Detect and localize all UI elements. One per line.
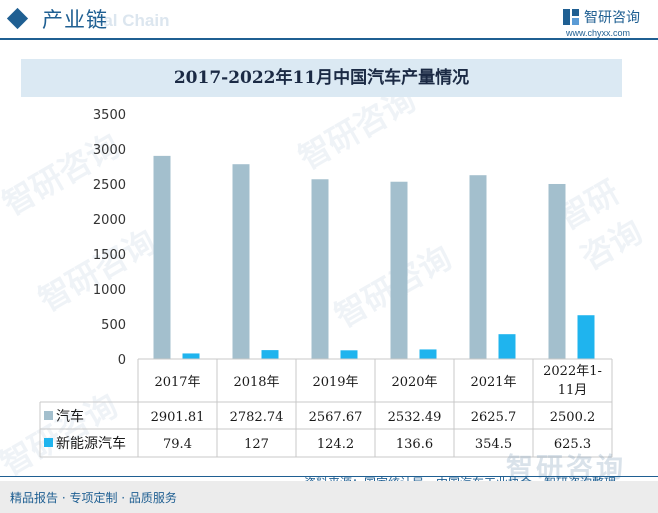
bar-car [390,181,408,359]
y-tick-label: 0 [118,353,126,368]
chart-title: 2017-2022年11月中国汽车产量情况 [173,68,470,88]
data-label: 354.5 [475,437,512,452]
data-label: 2567.67 [309,410,363,425]
brand-logo-icon [563,9,579,25]
x-category-label: 2017年 [154,375,200,390]
bar-series [153,155,595,359]
x-category-label: 2019年 [312,375,358,390]
data-label: 2901.81 [151,410,205,425]
data-label: 127 [244,437,269,452]
chart-title-band: 2017-2022年11月中国汽车产量情况 [21,59,622,97]
watermark-bottom: 智研咨询 [506,453,626,484]
legend-label: 新能源汽车 [56,435,126,452]
x-category-label: 2021年 [470,375,516,390]
data-label: 79.4 [163,437,192,452]
data-label: 2532.49 [388,410,442,425]
top-header: rial Chain 产业链 智研咨询 www.chyxx.com [0,0,658,46]
footer-tagline: 精品报告 · 专项定制 · 品质服务 [10,491,177,505]
bar-nev [419,349,437,359]
brand-url[interactable]: www.chyxx.com [566,28,631,38]
bar-car [232,164,250,359]
data-label: 2625.7 [471,410,517,425]
y-tick-label: 500 [101,318,126,333]
y-tick-label: 1500 [93,248,126,263]
legend-swatch-car [44,411,53,420]
bar-car [548,183,566,359]
y-tick-label: 2000 [93,213,126,228]
legend-swatch-nev [44,438,53,447]
header-title: 产业链 [42,8,108,32]
header-watermark: rial Chain [92,11,170,30]
brand-name: 智研咨询 [584,10,640,26]
bar-nev [340,350,358,359]
bar-nev [261,350,279,359]
data-label: 625.3 [554,437,591,452]
x-category-label: 2020年 [391,375,437,390]
bar-car [153,155,171,359]
data-label: 2782.74 [230,410,284,425]
data-label: 2500.2 [550,410,596,425]
y-axis: 0 500 1000 1500 2000 2500 3000 3500 [93,108,126,368]
y-tick-label: 3000 [93,143,126,158]
y-tick-label: 3500 [93,108,126,123]
y-tick-label: 1000 [93,283,126,298]
x-category-label: 2018年 [233,375,279,390]
x-category-label: 2022年1-11月 [543,364,602,398]
data-label: 136.6 [396,437,433,452]
data-label: 124.2 [317,437,354,452]
bar-car [311,179,329,359]
header-divider [0,38,658,40]
bar-car [469,175,487,359]
bar-nev [182,353,200,359]
footer-band: 精品报告 · 专项定制 · 品质服务 [0,481,658,513]
y-tick-label: 2500 [93,178,126,193]
footer-divider [0,476,658,477]
legend-label: 汽车 [56,408,84,425]
bar-nev [577,315,595,359]
bar-nev [498,334,516,359]
